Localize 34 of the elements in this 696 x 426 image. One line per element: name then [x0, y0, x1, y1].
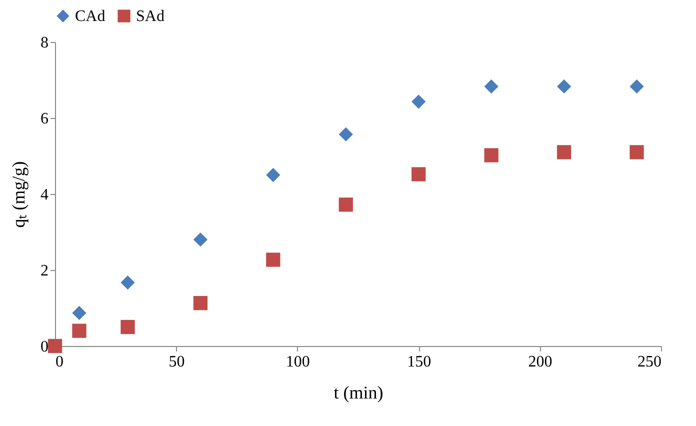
- point: [72, 306, 86, 320]
- x-tick-label: 150: [407, 354, 432, 370]
- x-axis-title: t (min): [334, 382, 384, 402]
- point: [120, 320, 135, 334]
- point: [338, 127, 353, 142]
- y-tick-label: 8: [40, 34, 48, 52]
- x-tick-label: 50: [168, 354, 185, 370]
- point: [630, 79, 644, 94]
- point: [484, 148, 498, 162]
- y-tick-label: 6: [40, 110, 48, 128]
- point: [412, 167, 426, 182]
- point: [630, 145, 644, 160]
- x-tick-label: 0: [56, 354, 64, 370]
- legend-label: SAd: [136, 8, 164, 25]
- point: [484, 79, 498, 94]
- point: [556, 79, 572, 94]
- point: [338, 198, 353, 212]
- point: [120, 275, 135, 290]
- legend-label: CAd: [75, 8, 106, 25]
- y-tick-label: 4: [40, 186, 48, 204]
- point: [193, 296, 208, 310]
- point: [72, 324, 86, 338]
- y-tick-label: 0: [40, 338, 48, 356]
- point: [193, 232, 208, 247]
- point: [266, 168, 280, 182]
- y-axis-title: qₜ (mg/g): [8, 161, 28, 228]
- x-tick-label: 250: [638, 354, 662, 370]
- point: [266, 252, 280, 267]
- point: [48, 338, 62, 354]
- x-tick-label: 100: [286, 354, 310, 370]
- point: [556, 145, 572, 160]
- point: [412, 94, 426, 109]
- x-tick-label: 200: [528, 354, 552, 370]
- y-tick-label: 2: [40, 262, 48, 280]
